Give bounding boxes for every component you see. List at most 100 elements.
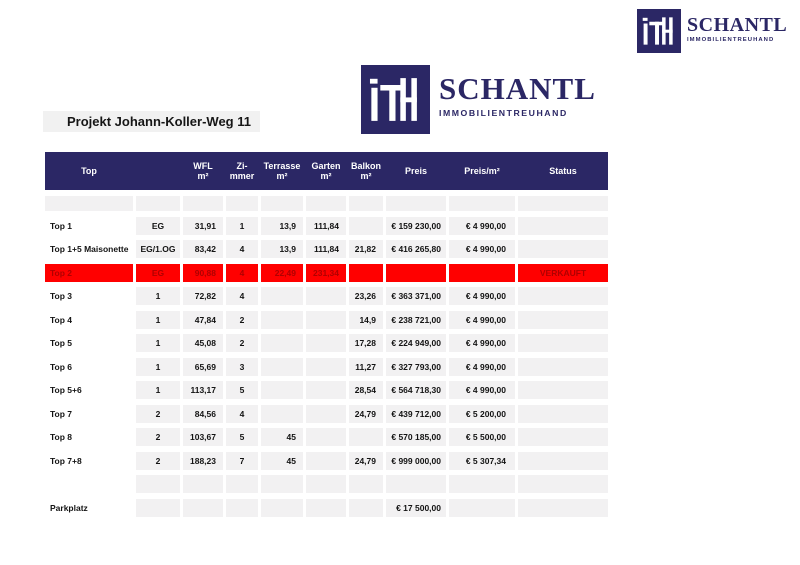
cell-top: Top 6 — [45, 357, 133, 376]
cell-garten — [306, 404, 346, 423]
table-row: Top 6 1 65,69 3 11,27 € 327 793,00 € 4 990,00 — [45, 357, 608, 376]
cell-wfl: 113,17 — [183, 381, 223, 399]
cell-floor: 1 — [136, 334, 180, 352]
cell-preis — [386, 475, 446, 493]
cell-status: VERKAUFT — [518, 263, 608, 282]
cell-terrasse — [261, 404, 303, 423]
cell-zimmer: 4 — [226, 240, 258, 258]
cell-terrasse — [261, 334, 303, 352]
header-label: Zi- — [236, 160, 248, 171]
cell-preis-m2: € 4 990,00 — [449, 334, 515, 352]
cell-wfl: 47,84 — [183, 310, 223, 329]
cell-wfl: 72,82 — [183, 287, 223, 305]
cell-terrasse: 13,9 — [261, 216, 303, 235]
header-cell-floor — [136, 152, 180, 190]
cell-zimmer — [226, 196, 258, 211]
cell-wfl — [183, 196, 223, 211]
header-label: Preis — [404, 165, 428, 176]
header-label: Top — [81, 165, 97, 176]
cell-balkon — [349, 475, 383, 493]
cell-preis: € 999 000,00 — [386, 451, 446, 470]
cell-top: Top 5+6 — [45, 381, 133, 399]
table-row: Parkplatz € 17 500,00 — [45, 498, 608, 517]
cell-top: Top 3 — [45, 287, 133, 305]
cell-top: Top 1 — [45, 216, 133, 235]
cell-floor: EG/1.OG — [136, 240, 180, 258]
cell-zimmer: 2 — [226, 334, 258, 352]
cell-preis-m2 — [449, 196, 515, 211]
header-cell-garten: Garten m² — [306, 152, 346, 190]
header-cell-top: Top — [45, 152, 133, 190]
header-label: Garten — [311, 160, 341, 171]
cell-balkon: 14,9 — [349, 310, 383, 329]
cell-preis-m2 — [449, 263, 515, 282]
header-label: WFL — [193, 160, 213, 171]
cell-zimmer: 3 — [226, 357, 258, 376]
header-cell-preis: Preis — [386, 152, 446, 190]
cell-preis: € 416 265,80 — [386, 240, 446, 258]
cell-preis: € 564 718,30 — [386, 381, 446, 399]
cell-wfl — [183, 498, 223, 517]
cell-wfl: 31,91 — [183, 216, 223, 235]
cell-wfl: 45,08 — [183, 334, 223, 352]
cell-status — [518, 240, 608, 258]
cell-top: Top 7 — [45, 404, 133, 423]
ith-logo-icon — [637, 9, 681, 53]
cell-preis-m2: € 4 990,00 — [449, 216, 515, 235]
cell-terrasse — [261, 357, 303, 376]
cell-wfl: 90,88 — [183, 263, 223, 282]
cell-top: Top 1+5 Maisonette — [45, 240, 133, 258]
header-sublabel: m² — [276, 171, 288, 181]
header-label: Preis/m² — [464, 165, 500, 176]
cell-floor: 1 — [136, 357, 180, 376]
cell-garten — [306, 498, 346, 517]
cell-garten — [306, 196, 346, 211]
table-row: Top 8 2 103,67 5 45 € 570 185,00 € 5 500,00 — [45, 428, 608, 446]
cell-preis-m2: € 5 200,00 — [449, 404, 515, 423]
cell-status — [518, 196, 608, 211]
cell-status — [518, 310, 608, 329]
cell-terrasse — [261, 196, 303, 211]
brand-tagline: IMMOBILIENTREUHAND — [687, 37, 775, 43]
cell-balkon — [349, 216, 383, 235]
cell-garten — [306, 428, 346, 446]
cell-terrasse: 13,9 — [261, 240, 303, 258]
header-sublabel: m² — [360, 171, 372, 181]
cell-floor: 2 — [136, 451, 180, 470]
header-cell-zimmer: Zi- mmer — [226, 152, 258, 190]
table-row-sold: Top 2 EG 90,88 4 22,49 231,34 VERKAUFT — [45, 263, 608, 282]
cell-status — [518, 334, 608, 352]
cell-preis-m2: € 4 990,00 — [449, 287, 515, 305]
table-row-spacer — [45, 196, 608, 211]
cell-terrasse — [261, 381, 303, 399]
cell-terrasse — [261, 310, 303, 329]
cell-zimmer: 7 — [226, 451, 258, 470]
cell-balkon: 24,79 — [349, 404, 383, 423]
cell-wfl: 84,56 — [183, 404, 223, 423]
header-label: Terrasse — [263, 160, 301, 171]
cell-zimmer: 2 — [226, 310, 258, 329]
cell-top — [45, 196, 133, 211]
cell-garten: 111,84 — [306, 240, 346, 258]
table-row: Top 5+6 1 113,17 5 28,54 € 564 718,30 € 4 990,… — [45, 381, 608, 399]
table-header: Top WFL m² Zi- mmer Terrasse m² Garten — [45, 152, 608, 190]
cell-balkon: 11,27 — [349, 357, 383, 376]
cell-status — [518, 381, 608, 399]
cell-top — [45, 475, 133, 493]
table-row: Top 7 2 84,56 4 24,79 € 439 712,00 € 5 200,00 — [45, 404, 608, 423]
cell-balkon: 24,79 — [349, 451, 383, 470]
header-cell-status: Status — [518, 152, 608, 190]
cell-balkon: 17,28 — [349, 334, 383, 352]
cell-preis-m2: € 5 307,34 — [449, 451, 515, 470]
header-sublabel: mmer — [229, 171, 255, 181]
cell-wfl: 83,42 — [183, 240, 223, 258]
cell-terrasse — [261, 287, 303, 305]
cell-zimmer — [226, 475, 258, 493]
cell-balkon: 21,82 — [349, 240, 383, 258]
cell-zimmer: 1 — [226, 216, 258, 235]
cell-preis-m2: € 4 990,00 — [449, 240, 515, 258]
cell-preis: € 224 949,00 — [386, 334, 446, 352]
header-label: Status — [549, 165, 577, 176]
cell-balkon — [349, 428, 383, 446]
cell-wfl: 65,69 — [183, 357, 223, 376]
